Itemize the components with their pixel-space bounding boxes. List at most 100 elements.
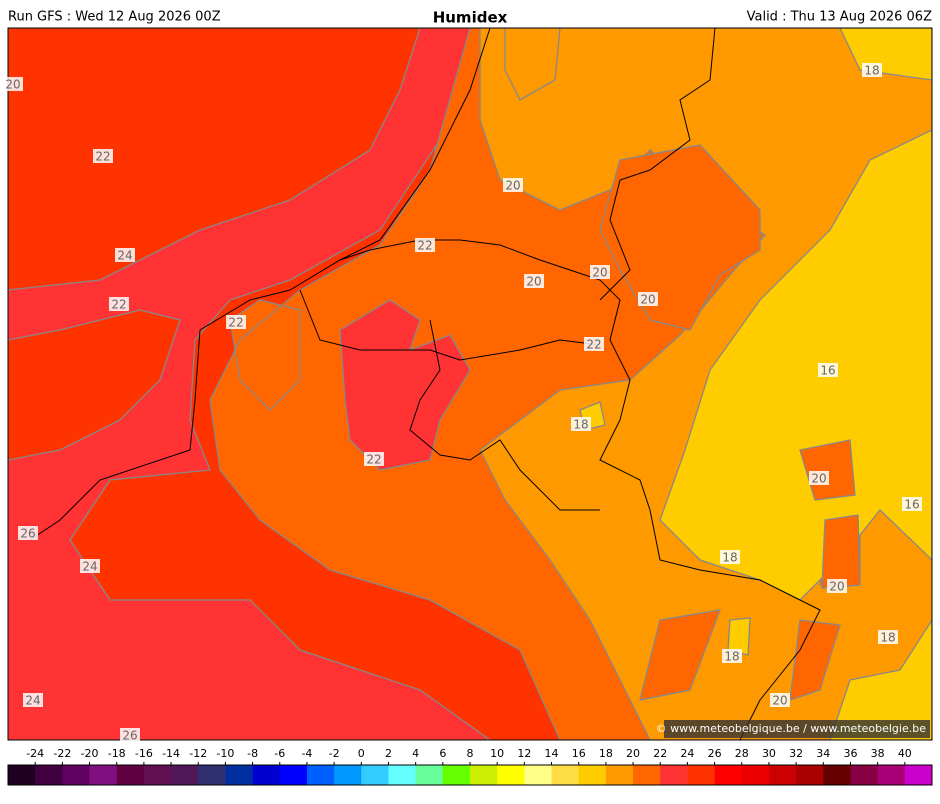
- contour-label: 22: [417, 239, 432, 253]
- contour-label-bg: [818, 363, 838, 377]
- title: Humidex: [433, 9, 508, 27]
- colorbar-tick-label: -20: [81, 747, 99, 760]
- color-swatch: [62, 765, 91, 785]
- color-swatch: [714, 765, 743, 785]
- contour-label-bg: [638, 292, 658, 306]
- contour-label: 20: [811, 472, 826, 486]
- contour-label: 20: [5, 78, 20, 92]
- contour-label-bg: [584, 337, 604, 351]
- contour-label: 20: [829, 580, 844, 594]
- contour-label-bg: [415, 238, 435, 252]
- colorbar-tick-label: 0: [358, 747, 365, 760]
- contour-label-bg: [524, 274, 544, 288]
- contour-label: 22: [366, 453, 381, 467]
- map: © www.meteobelgique.be / www.meteobelgie…: [7, 27, 933, 741]
- contour-label: 18: [722, 551, 737, 565]
- colorbar-tick-label: 6: [439, 747, 446, 760]
- contour-label: 16: [904, 498, 919, 512]
- color-swatch: [687, 765, 716, 785]
- colorbar-tick-label: -14: [162, 747, 180, 760]
- color-swatch: [524, 765, 553, 785]
- colorbar-tick-label: -12: [189, 747, 207, 760]
- colorbar-tick-label: 2: [385, 747, 392, 760]
- contour-label-bg: [878, 630, 898, 644]
- color-swatch: [225, 765, 254, 785]
- contour-label-bg: [720, 550, 740, 564]
- colorbar-tick-label: 24: [680, 747, 694, 760]
- color-swatch: [279, 765, 308, 785]
- color-swatch: [551, 765, 580, 785]
- contour-label: 22: [228, 316, 243, 330]
- colorbar-tick-label: 4: [412, 747, 419, 760]
- map-frame: [7, 27, 933, 741]
- region-24-26b: [8, 28, 421, 461]
- colorbar-tick-label: -16: [135, 747, 153, 760]
- contour-label-bg: [18, 526, 38, 540]
- contour-label: 24: [82, 560, 97, 574]
- colorbar-tick-label: 28: [735, 747, 749, 760]
- color-swatch: [741, 765, 770, 785]
- contour-label-bg: [80, 559, 100, 573]
- contour-label-bg: [590, 265, 610, 279]
- colorbar-tick-label: -24: [26, 747, 44, 760]
- contour-label: 22: [95, 150, 110, 164]
- contour-label-bg: [862, 63, 882, 77]
- contour-label-bg: [902, 497, 922, 511]
- color-swatch: [823, 765, 851, 785]
- colorbar-tick-label: -2: [329, 747, 340, 760]
- colorbar-tick-label: 16: [572, 747, 586, 760]
- color-swatch: [388, 765, 417, 785]
- contour-label: 20: [505, 179, 520, 193]
- color-swatch: [877, 765, 906, 785]
- color-swatch: [633, 765, 661, 785]
- color-swatch: [334, 765, 362, 785]
- contour-label-bg: [809, 471, 829, 485]
- color-swatch: [660, 765, 688, 785]
- copyright: © www.meteobelgique.be / www.meteobelgie…: [656, 722, 927, 735]
- contour-label: 24: [117, 249, 132, 263]
- colorbar-tick-label: 12: [517, 747, 531, 760]
- color-swatch: [850, 765, 879, 785]
- colorbar-tick-label: 14: [545, 747, 559, 760]
- color-swatch: [8, 765, 36, 785]
- color-swatch: [252, 765, 281, 785]
- color-swatch: [605, 765, 634, 785]
- colorbar-tick-label: -6: [274, 747, 285, 760]
- contour-label-bg: [827, 579, 847, 593]
- contour-label: 20: [526, 275, 541, 289]
- color-swatch: [497, 765, 525, 785]
- contour-label: 22: [111, 298, 126, 312]
- colorbar-tick-label: 8: [467, 747, 474, 760]
- color-swatch: [578, 765, 607, 785]
- colorbar-tick-label: -18: [108, 747, 126, 760]
- colorbar-tick-label: 36: [843, 747, 857, 760]
- colorbar-tick-label: -8: [247, 747, 258, 760]
- color-swatch: [415, 765, 444, 785]
- contour-label: 20: [640, 293, 655, 307]
- contour-label: 20: [592, 266, 607, 280]
- color-swatch: [35, 765, 63, 785]
- contour-label: 16: [820, 364, 835, 378]
- color-swatch: [171, 765, 199, 785]
- colorbar-tick-label: 30: [762, 747, 776, 760]
- contour-label: 26: [122, 729, 137, 743]
- color-swatch: [306, 765, 335, 785]
- run-label: Run GFS : Wed 12 Aug 2026 00Z: [8, 10, 221, 25]
- color-swatch: [143, 765, 172, 785]
- contour-label-bg: [364, 452, 384, 466]
- colorbar-tick-label: 22: [653, 747, 667, 760]
- contour-label: 18: [724, 650, 739, 664]
- colorbar-tick-label: 38: [871, 747, 885, 760]
- contour-label-bg: [503, 178, 523, 192]
- contour-label: 22: [586, 338, 601, 352]
- color-swatch: [904, 765, 933, 785]
- contour-label-bg: [571, 417, 591, 431]
- borders: [29, 28, 821, 740]
- valid-label: Valid : Thu 13 Aug 2026 06Z: [747, 10, 932, 25]
- colorbar-tick-label: 20: [626, 747, 640, 760]
- color-swatch: [89, 765, 118, 785]
- contour-label-bg: [93, 149, 113, 163]
- color-swatch: [768, 765, 797, 785]
